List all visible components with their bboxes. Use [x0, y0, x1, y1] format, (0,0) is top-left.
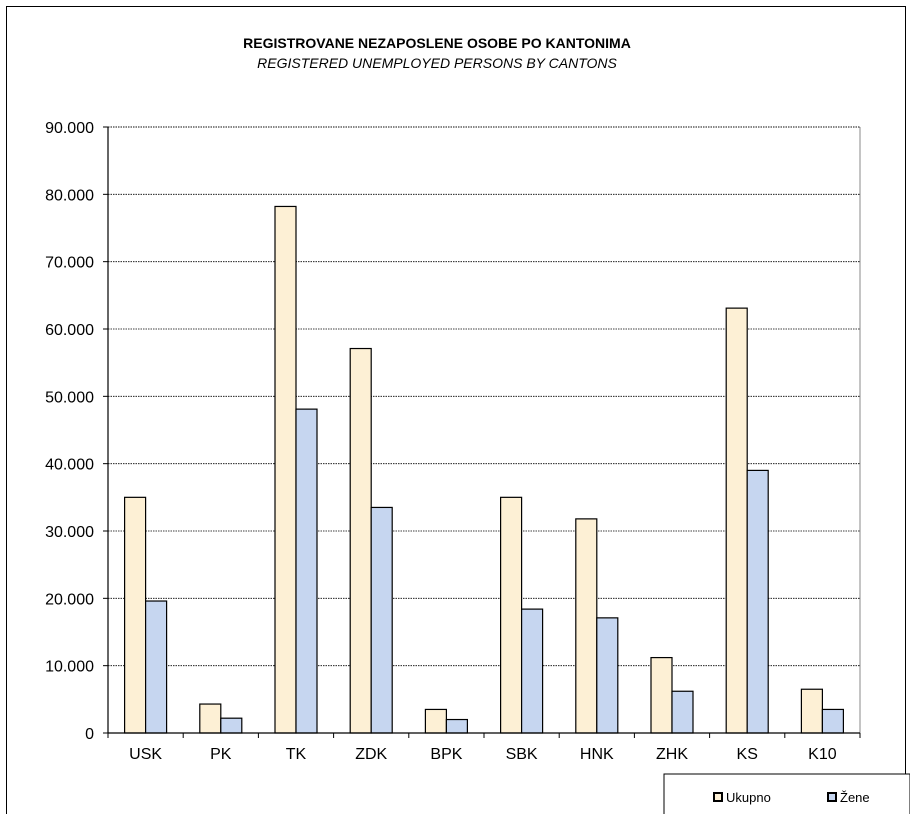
- chart-subtitle: REGISTERED UNEMPLOYED PERSONS BY CANTONS: [257, 55, 617, 71]
- y-tick-label: 20.000: [45, 591, 94, 608]
- legend-box: [664, 774, 910, 814]
- bar--ene-sbk: [522, 609, 543, 733]
- bar-ukupno-pk: [200, 704, 221, 733]
- legend-swatch: [828, 793, 836, 801]
- x-tick-label: USK: [129, 746, 162, 763]
- y-tick-label: 80.000: [45, 187, 94, 204]
- legend-label: Ukupno: [726, 790, 771, 805]
- x-tick-label: K10: [808, 746, 837, 763]
- bar--ene-zdk: [371, 507, 392, 733]
- y-tick-label: 30.000: [45, 524, 94, 541]
- y-tick-label: 50.000: [45, 389, 94, 406]
- y-tick-label: 70.000: [45, 255, 94, 272]
- x-tick-label: PK: [210, 746, 232, 763]
- bar--ene-bpk: [446, 720, 467, 733]
- y-tick-label: 90.000: [45, 120, 94, 137]
- legend: Ukupno Žene: [664, 774, 910, 814]
- bar-ukupno-zhk: [651, 658, 672, 733]
- bar--ene-usk: [146, 601, 167, 733]
- chart-title: REGISTROVANE NEZAPOSLENE OSOBE PO KANTON…: [243, 35, 631, 51]
- bar-ukupno-tk: [275, 206, 296, 733]
- bar--ene-zhk: [672, 691, 693, 733]
- bar--ene-hnk: [597, 618, 618, 733]
- legend-label: Žene: [840, 790, 870, 805]
- bar-ukupno-k10: [801, 689, 822, 733]
- y-tick-label: 10.000: [45, 659, 94, 676]
- bars: [125, 206, 844, 733]
- x-tick-label: ZHK: [656, 746, 688, 763]
- bar-ukupno-bpk: [425, 709, 446, 733]
- y-tick-label: 0: [85, 726, 94, 743]
- x-tick-label: KS: [737, 746, 758, 763]
- bar-ukupno-usk: [125, 497, 146, 733]
- bar--ene-k10: [822, 709, 843, 733]
- x-tick-label: HNK: [580, 746, 614, 763]
- bar-ukupno-hnk: [576, 519, 597, 733]
- y-tick-label: 40.000: [45, 457, 94, 474]
- x-tick-label: BPK: [430, 746, 462, 763]
- x-tick-label: ZDK: [355, 746, 387, 763]
- bar--ene-ks: [747, 470, 768, 733]
- x-tick-label: SBK: [506, 746, 538, 763]
- bar--ene-tk: [296, 409, 317, 733]
- bar-ukupno-ks: [726, 308, 747, 733]
- bar-ukupno-zdk: [350, 349, 371, 733]
- bar-ukupno-sbk: [501, 497, 522, 733]
- y-tick-label: 60.000: [45, 322, 94, 339]
- x-tick-label: TK: [286, 746, 307, 763]
- bar--ene-pk: [221, 718, 242, 733]
- legend-swatch: [714, 793, 722, 801]
